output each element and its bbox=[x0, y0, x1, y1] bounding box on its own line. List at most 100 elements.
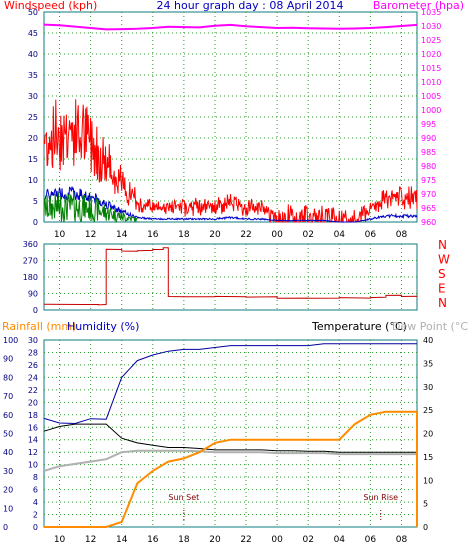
baro-tick-label: 1005 bbox=[421, 92, 441, 101]
baro-tick-label: 995 bbox=[421, 120, 436, 129]
panel-frame bbox=[43, 11, 418, 223]
wind-avg-line bbox=[43, 186, 418, 223]
wind-tick-label: 25 bbox=[28, 113, 38, 122]
rain-tick-label: 12 bbox=[28, 448, 38, 457]
time-tick-label: 06 bbox=[365, 535, 377, 545]
humidity-tick-label: 20 bbox=[3, 486, 13, 495]
baro-tick-label: 1020 bbox=[421, 50, 441, 59]
humidity-tick-label: 100 bbox=[3, 336, 18, 345]
wind-tick-label: 0 bbox=[33, 218, 38, 227]
dewpoint-label: Dew Point (°C) bbox=[392, 320, 468, 333]
panel-frame bbox=[43, 339, 418, 528]
temp-tick-label: 20 bbox=[423, 430, 433, 439]
humidity-tick-label: 90 bbox=[3, 355, 13, 364]
baro-tick-label: 1015 bbox=[421, 64, 441, 73]
time-tick-label: 16 bbox=[147, 230, 159, 240]
compass-w: W bbox=[438, 253, 450, 267]
wind-axis-label: Windspeed (kph) bbox=[4, 0, 97, 12]
rainfall-line bbox=[44, 410, 418, 528]
temp-tick-label: 5 bbox=[423, 500, 428, 509]
time-tick-label: 22 bbox=[240, 230, 251, 240]
humidity-tick-label: 80 bbox=[3, 373, 13, 382]
rain-tick-label: 30 bbox=[28, 336, 38, 345]
humidity-tick-label: 60 bbox=[3, 411, 13, 420]
baro-tick-label: 980 bbox=[421, 162, 436, 171]
humidity-tick-label: 10 bbox=[3, 504, 13, 513]
panel-frame bbox=[43, 243, 418, 311]
dir-tick-label: 90 bbox=[28, 290, 38, 299]
time-tick-label: 10 bbox=[54, 535, 66, 545]
temp-tick-label: 30 bbox=[423, 383, 433, 392]
baro-tick-label: 1025 bbox=[421, 36, 441, 45]
time-tick-label: 16 bbox=[147, 535, 159, 545]
temp-tick-label: 35 bbox=[423, 359, 433, 368]
rain-axis-label: Rainfall (mm) bbox=[2, 320, 76, 333]
time-tick-label: 00 bbox=[271, 535, 283, 545]
dir-tick-label: 270 bbox=[23, 257, 38, 266]
temp-tick-label: 40 bbox=[423, 336, 433, 345]
dewpoint-line bbox=[43, 449, 417, 472]
time-tick-label: 20 bbox=[209, 230, 221, 240]
rain-tick-label: 4 bbox=[33, 498, 38, 507]
humidity-line bbox=[43, 343, 417, 425]
wind-tick-label: 35 bbox=[28, 71, 38, 80]
wind-tick-label: 15 bbox=[28, 155, 38, 164]
rain-tick-label: 10 bbox=[28, 461, 38, 470]
rain-tick-label: 6 bbox=[33, 486, 38, 495]
time-tick-label: 12 bbox=[85, 230, 96, 240]
time-tick-label: 06 bbox=[365, 230, 377, 240]
sunrise-label: Sun Rise bbox=[363, 493, 398, 502]
compass-n: N bbox=[438, 296, 447, 310]
baro-tick-label: 1000 bbox=[421, 106, 441, 115]
time-tick-label: 00 bbox=[271, 230, 283, 240]
baro-tick-label: 970 bbox=[421, 190, 436, 199]
sunset-label: Sun Set bbox=[168, 493, 199, 502]
wind-tick-label: 30 bbox=[28, 92, 38, 101]
wind-tick-label: 45 bbox=[28, 29, 38, 38]
wind-tick-label: 40 bbox=[28, 50, 38, 59]
humidity-tick-label: 0 bbox=[3, 523, 8, 532]
baro-axis-label: Barometer (hpa) bbox=[373, 0, 464, 12]
temperature-label: Temperature (°C) bbox=[311, 320, 407, 333]
wind-tick-label: 20 bbox=[28, 134, 38, 143]
rain-tick-label: 2 bbox=[33, 511, 38, 520]
rain-tick-label: 0 bbox=[33, 523, 38, 532]
baro-tick-label: 985 bbox=[421, 148, 436, 157]
dir-tick-label: 0 bbox=[33, 306, 38, 315]
time-tick-label: 12 bbox=[85, 535, 96, 545]
baro-tick-label: 960 bbox=[421, 218, 436, 227]
direction-panel: 0 90 180 270 360 bbox=[23, 240, 418, 315]
baro-tick-label: 1035 bbox=[421, 8, 441, 17]
time-tick-label: 02 bbox=[302, 535, 313, 545]
wind-tick-label: 50 bbox=[28, 8, 38, 17]
time-tick-label: 14 bbox=[116, 230, 128, 240]
wind-tick-label: 5 bbox=[33, 197, 38, 206]
dir-tick-label: 180 bbox=[23, 273, 38, 282]
rain-tick-label: 22 bbox=[28, 386, 38, 395]
time-tick-label: 02 bbox=[302, 230, 313, 240]
rain-tick-label: 16 bbox=[28, 423, 38, 432]
time-tick-label: 20 bbox=[209, 535, 221, 545]
graph-title: 24 hour graph day : 08 April 2014 bbox=[157, 0, 344, 12]
humidity-label: Humidity (%) bbox=[67, 320, 139, 333]
compass-s: S bbox=[438, 267, 446, 281]
time-tick-label: 18 bbox=[178, 535, 190, 545]
humidity-tick-label: 70 bbox=[3, 392, 13, 401]
wind-panel: 0510152025303540455096096597097598098599… bbox=[28, 8, 442, 240]
baro-tick-label: 965 bbox=[421, 204, 436, 213]
direction-line bbox=[43, 247, 418, 306]
temperature-line bbox=[43, 423, 417, 453]
time-tick-label: 04 bbox=[334, 535, 346, 545]
wind-tick-label: 10 bbox=[28, 176, 38, 185]
wind-gust-line bbox=[43, 99, 418, 224]
temp-panel: 0102030405060708090100024681012141618202… bbox=[3, 336, 433, 545]
time-tick-label: 18 bbox=[178, 230, 190, 240]
baro-tick-label: 975 bbox=[421, 176, 436, 185]
rain-tick-label: 20 bbox=[28, 398, 38, 407]
rain-tick-label: 8 bbox=[33, 473, 38, 482]
wind-low-line bbox=[43, 192, 138, 224]
humidity-tick-label: 30 bbox=[3, 467, 13, 476]
baro-line bbox=[43, 23, 418, 31]
